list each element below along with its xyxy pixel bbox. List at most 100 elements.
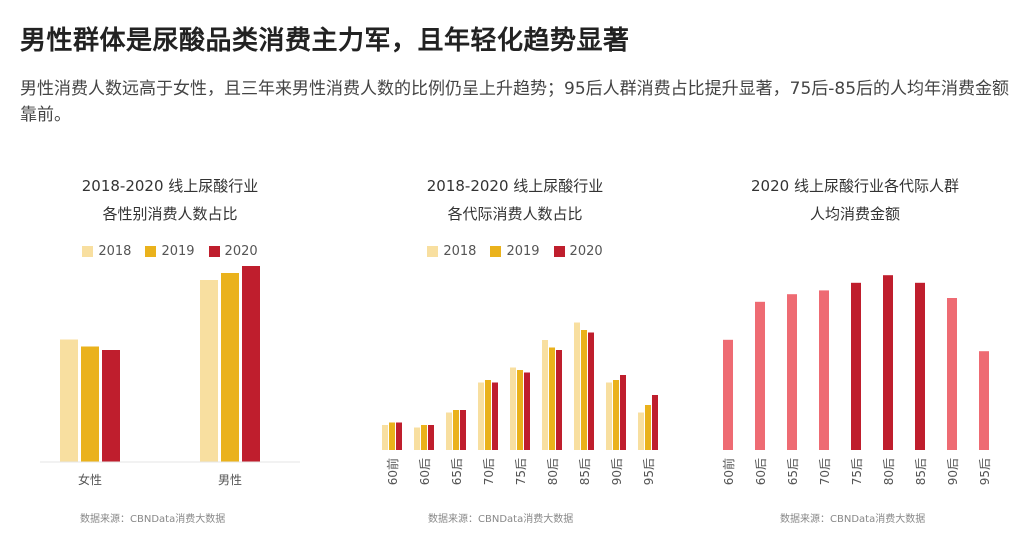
- spending-chart-panel: 2020 线上尿酸行业各代际人群 人均消费金额 60前 60后 65后 70后 75后 8…: [700, 172, 1010, 532]
- page-title: 男性群体是尿酸品类消费主力军，且年轻化趋势显著: [20, 26, 630, 56]
- category-label: 男性: [218, 473, 242, 487]
- bar-70后: [819, 290, 829, 450]
- bar-75后: [851, 282, 861, 450]
- bar-80后-2019: [549, 347, 555, 450]
- category-label: 65后: [786, 458, 800, 485]
- bar-男性-2019: [221, 273, 239, 462]
- legend-label-2020: 2020: [224, 244, 258, 259]
- legend-item-2018: 2018: [82, 244, 131, 259]
- category-label: 70后: [818, 458, 832, 485]
- bar-女性-2020: [102, 350, 120, 462]
- gender-legend: 2018 2019 2020: [20, 244, 320, 259]
- spending-chart-title-line2: 人均消费金额: [809, 205, 900, 223]
- category-label: 60后: [418, 458, 432, 485]
- bar-60后-2018: [414, 427, 420, 450]
- category-label: 80后: [546, 458, 560, 485]
- category-label: 75后: [850, 458, 864, 485]
- bar-90后-2020: [620, 375, 626, 450]
- bar-75后-2020: [524, 372, 530, 450]
- legend-label-2018: 2018: [443, 244, 477, 259]
- category-label: 60前: [385, 458, 400, 485]
- bar-95后: [979, 351, 989, 450]
- category-label: 60前: [721, 458, 736, 485]
- legend-label-2019: 2019: [161, 244, 195, 259]
- bar-男性-2018: [200, 280, 218, 462]
- bar-80后-2020: [556, 350, 562, 450]
- spending-chart-title: 2020 线上尿酸行业各代际人群 人均消费金额: [700, 172, 1010, 228]
- bar-80后: [883, 275, 893, 450]
- legend-swatch-2020: [553, 246, 565, 257]
- gender-chart-title: 2018-2020 线上尿酸行业 各性别消费人数占比: [20, 172, 320, 228]
- bar-女性-2018: [60, 339, 78, 462]
- legend-label-2019: 2019: [506, 244, 540, 259]
- bar-65后-2018: [446, 412, 452, 450]
- bar-90后-2018: [606, 382, 612, 450]
- generation-legend: 2018 2019 2020: [360, 244, 670, 259]
- legend-item-2019: 2019: [490, 244, 540, 259]
- bar-65后-2020: [460, 410, 466, 450]
- generation-chart-title-line2: 各代际消费人数占比: [447, 205, 583, 223]
- category-label: 90后: [946, 458, 960, 485]
- category-label: 95后: [978, 458, 992, 485]
- page-subtitle: 男性消费人数远高于女性，且三年来男性消费人数的比例仍呈上升趋势；95后人群消费占…: [20, 79, 1010, 125]
- bar-75后-2018: [510, 367, 516, 450]
- category-label: 95后: [642, 458, 656, 485]
- spending-bar-chart: 60前 60后 65后 70后 75后 80后 85后 90后 95后: [721, 275, 992, 485]
- bar-75后-2019: [517, 370, 523, 450]
- legend-swatch-2020: [208, 246, 220, 257]
- generation-chart-source: 数据来源：CBNData消费大数据: [428, 514, 574, 525]
- bar-65后: [787, 294, 797, 450]
- category-label: 65后: [450, 458, 464, 485]
- category-label: 85后: [578, 458, 592, 485]
- category-label: 75后: [514, 458, 528, 485]
- bar-60前-2020: [396, 422, 402, 450]
- category-label: 80后: [882, 458, 896, 485]
- bar-85后: [915, 282, 925, 450]
- legend-item-2020: 2020: [208, 244, 258, 259]
- spending-chart-source: 数据来源：CBNData消费大数据: [780, 514, 926, 525]
- gender-bar-chart: 女性 男性: [40, 266, 300, 487]
- bar-90后: [947, 298, 957, 450]
- generation-chart-title: 2018-2020 线上尿酸行业 各代际消费人数占比: [360, 172, 670, 228]
- category-label: 90后: [610, 458, 624, 485]
- legend-label-2018: 2018: [98, 244, 132, 259]
- category-label: 60后: [754, 458, 768, 485]
- gender-chart-panel: 2018-2020 线上尿酸行业 各性别消费人数占比 2018 2019 202…: [20, 172, 320, 532]
- legend-swatch-2019: [145, 246, 157, 257]
- gender-chart-title-line1: 2018-2020 线上尿酸行业: [81, 177, 259, 195]
- legend-swatch-2019: [490, 246, 502, 257]
- bar-85后-2019: [581, 330, 587, 450]
- legend-label-2020: 2020: [569, 244, 603, 259]
- bar-60后-2020: [428, 425, 434, 450]
- spending-chart-title-line1: 2020 线上尿酸行业各代际人群: [751, 177, 959, 195]
- bar-男性-2020: [242, 266, 260, 462]
- category-label: 女性: [78, 472, 102, 487]
- bar-90后-2019: [613, 380, 619, 450]
- generation-chart-panel: 2018-2020 线上尿酸行业 各代际消费人数占比 2018 2019 202…: [360, 172, 670, 532]
- gender-chart-source: 数据来源：CBNData消费大数据: [80, 514, 226, 525]
- bar-95后-2019: [645, 405, 651, 450]
- bar-95后-2018: [638, 412, 644, 450]
- generation-bar-chart: 60前 60后 65后 70后 75后 80后 85后 90后 95后: [382, 322, 658, 485]
- legend-item-2019: 2019: [145, 244, 195, 259]
- bar-80后-2018: [542, 340, 548, 450]
- bar-60后: [755, 301, 765, 450]
- bar-60前-2018: [382, 425, 388, 450]
- bar-60前: [723, 339, 733, 450]
- legend-item-2018: 2018: [427, 244, 476, 259]
- bar-65后-2019: [453, 410, 459, 450]
- legend-swatch-2018: [427, 246, 439, 257]
- bar-70后-2020: [492, 382, 498, 450]
- bar-女性-2019: [81, 346, 99, 462]
- gender-chart-title-line2: 各性别消费人数占比: [102, 205, 238, 223]
- bar-60后-2019: [421, 425, 427, 450]
- bar-85后-2018: [574, 322, 580, 450]
- bar-70后-2019: [485, 380, 491, 450]
- bar-95后-2020: [652, 395, 658, 450]
- bar-85后-2020: [588, 332, 594, 450]
- category-label: 85后: [914, 458, 928, 485]
- legend-swatch-2018: [82, 246, 94, 257]
- category-label: 70后: [482, 458, 496, 485]
- legend-item-2020: 2020: [553, 244, 603, 259]
- bar-70后-2018: [478, 382, 484, 450]
